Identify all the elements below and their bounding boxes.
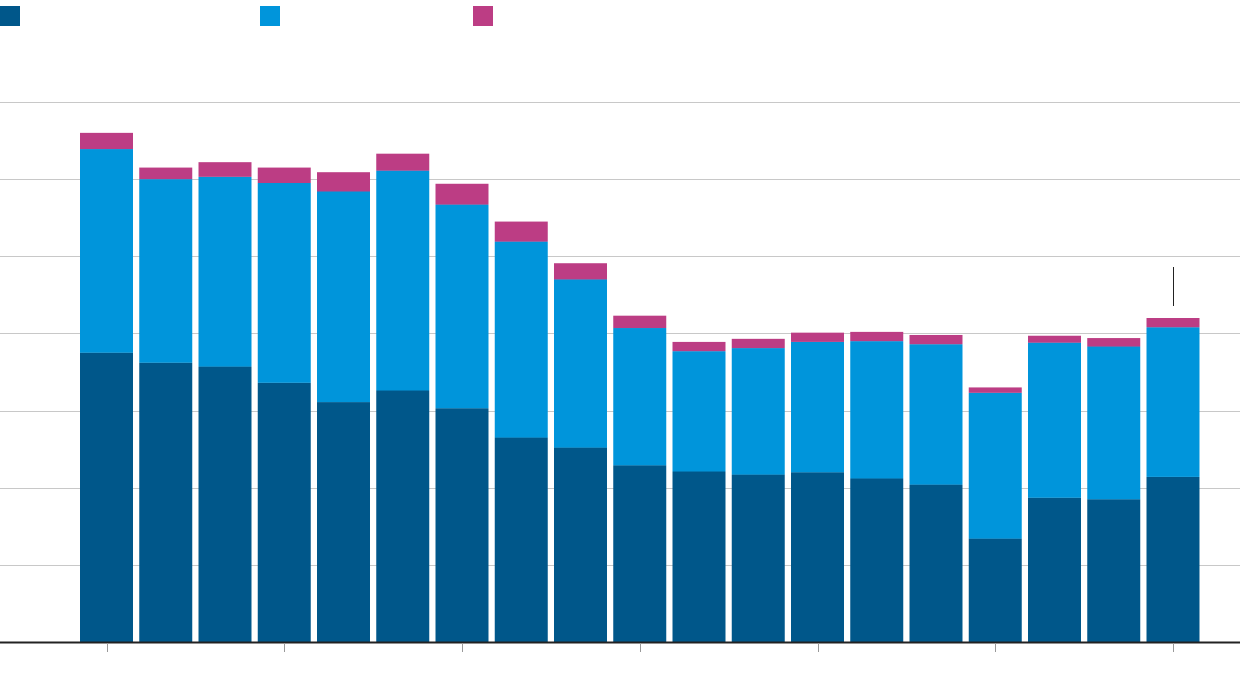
bar-15-series-2	[968, 392, 1022, 539]
bar-0-series-1	[80, 352, 133, 642]
bar-18-series-1	[1146, 476, 1200, 642]
bar-13-series-1	[850, 478, 904, 642]
bar-12-series-3	[791, 332, 844, 342]
bar-5-series-1	[376, 390, 430, 642]
bar-10-series-1	[672, 471, 726, 642]
bar-11-series-3	[731, 338, 785, 349]
bar-14-series-3	[909, 334, 963, 345]
bar-8-series-1	[554, 447, 607, 642]
bar-17-series-2	[1087, 346, 1141, 500]
bar-11-series-2	[731, 348, 785, 475]
bar-0-series-3	[80, 132, 133, 150]
bar-14-series-1	[909, 484, 963, 642]
bar-5-series-2	[376, 170, 430, 391]
bar-17-series-1	[1087, 499, 1141, 642]
bar-18-series-2	[1146, 327, 1200, 477]
bar-15-series-3	[968, 387, 1022, 393]
bar-0-series-2	[80, 149, 133, 353]
bar-18-series-3	[1146, 318, 1200, 328]
bar-1-series-1	[139, 362, 193, 642]
bar-8-series-2	[554, 279, 607, 448]
bar-10-series-3	[672, 341, 726, 352]
bar-16-series-2	[1028, 342, 1081, 498]
bar-3-series-1	[257, 382, 311, 642]
bar-7-series-2	[494, 241, 548, 438]
bar-9-series-2	[613, 328, 667, 466]
bar-17-series-3	[1087, 338, 1141, 347]
bar-2-series-1	[198, 366, 252, 642]
bar-1-series-3	[139, 167, 193, 180]
bar-6-series-1	[435, 408, 489, 642]
bar-8-series-3	[554, 263, 607, 280]
bar-13-series-3	[850, 331, 904, 342]
bar-4-series-2	[317, 191, 370, 403]
bar-5-series-3	[376, 153, 430, 171]
legend-swatch-series-2	[260, 6, 280, 26]
bar-13-series-2	[850, 341, 904, 479]
bar-4-series-1	[317, 402, 370, 642]
bar-7-series-3	[494, 221, 548, 242]
bar-16-series-1	[1028, 497, 1081, 642]
bar-9-series-3	[613, 315, 667, 329]
bar-6-series-3	[435, 183, 489, 205]
legend-swatch-series-3	[473, 6, 493, 26]
bar-11-series-1	[731, 474, 785, 642]
legend-swatch-series-1	[0, 6, 20, 26]
bar-3-series-2	[257, 183, 311, 383]
bar-14-series-2	[909, 344, 963, 485]
bar-4-series-3	[317, 172, 370, 192]
bar-2-series-3	[198, 162, 252, 177]
bar-2-series-2	[198, 176, 252, 367]
bar-12-series-2	[791, 341, 844, 473]
bar-12-series-1	[791, 472, 844, 642]
bar-7-series-1	[494, 437, 548, 642]
bar-1-series-2	[139, 179, 193, 363]
bar-10-series-2	[672, 351, 726, 472]
bar-6-series-2	[435, 204, 489, 409]
bar-16-series-3	[1028, 335, 1081, 343]
bar-3-series-3	[257, 167, 311, 183]
bar-15-series-1	[968, 538, 1022, 642]
bar-9-series-1	[613, 465, 667, 642]
